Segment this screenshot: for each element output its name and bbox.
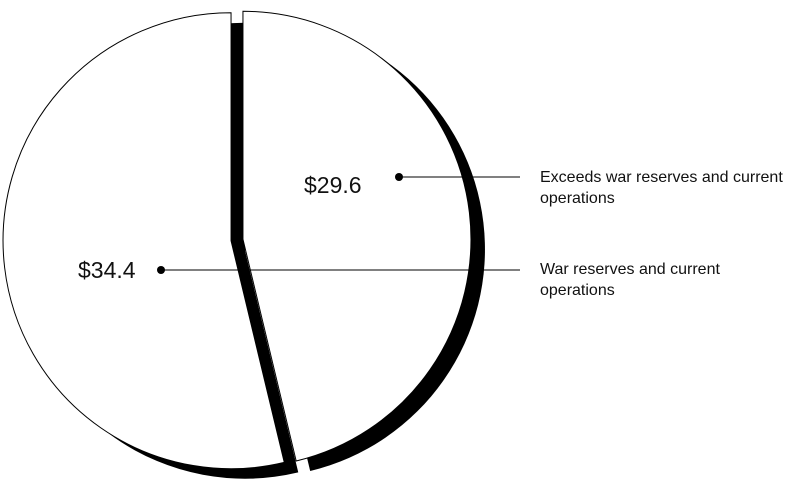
category-label: War reserves and current operations xyxy=(540,261,720,299)
leader-dot xyxy=(157,266,165,274)
leader-dot xyxy=(395,173,403,181)
value-label: $34.4 xyxy=(78,257,136,283)
category-label: Exceeds war reserves and current operati… xyxy=(540,169,783,207)
slice xyxy=(242,10,472,462)
value-label: $29.6 xyxy=(304,172,362,198)
slice xyxy=(2,12,285,470)
